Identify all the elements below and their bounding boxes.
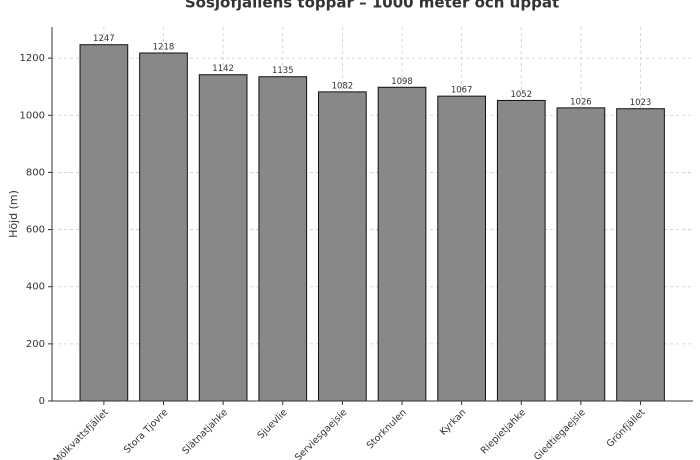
bar (437, 95, 486, 402)
bar (318, 91, 367, 402)
y-tick-label: 1000 (20, 110, 45, 121)
y-tick-label: 0 (39, 396, 45, 407)
bar (258, 76, 308, 402)
y-axis-label: Höjd (m) (7, 190, 20, 238)
x-tick-label: Serviesgaejsie (293, 407, 349, 460)
y-tick-label: 600 (26, 225, 45, 236)
bar (198, 74, 248, 402)
y-tick-label: 200 (26, 339, 45, 350)
x-tick-label: Grönfjället (605, 407, 648, 450)
bar (139, 52, 188, 402)
value-label: 1082 (332, 81, 354, 91)
bar (496, 99, 546, 402)
x-tick-label: Storknulen (365, 407, 409, 451)
x-tick-label: Slätnatjahke (180, 407, 230, 457)
value-label: 1142 (212, 64, 234, 74)
x-tick-label: Giedtiegaejsie (532, 407, 588, 460)
bar (556, 107, 606, 402)
value-label: 1052 (510, 90, 532, 100)
y-tick-label: 1200 (20, 53, 45, 64)
bar (616, 108, 665, 402)
x-tick-label: Sjuevlie (256, 407, 290, 441)
x-tick-label: Mölkvattsfjället (52, 407, 111, 460)
bar (79, 44, 129, 402)
value-label: 1098 (391, 77, 413, 87)
value-label: 1023 (630, 98, 652, 108)
value-label: 1026 (570, 97, 592, 107)
value-label: 1247 (93, 34, 115, 44)
y-tick-label: 400 (26, 282, 45, 293)
chart-title: Sösjöfjällens toppar – 1000 meter och up… (185, 0, 559, 12)
value-label: 1067 (451, 86, 473, 96)
value-label: 1218 (153, 43, 175, 53)
bar (377, 86, 427, 402)
x-tick-label: Stora Tjovre (122, 407, 171, 456)
x-tick-label: Riepietjahke (479, 407, 528, 456)
value-label: 1135 (272, 66, 294, 76)
x-tick-label: Kyrkan (438, 407, 469, 438)
y-tick-label: 800 (26, 167, 45, 178)
